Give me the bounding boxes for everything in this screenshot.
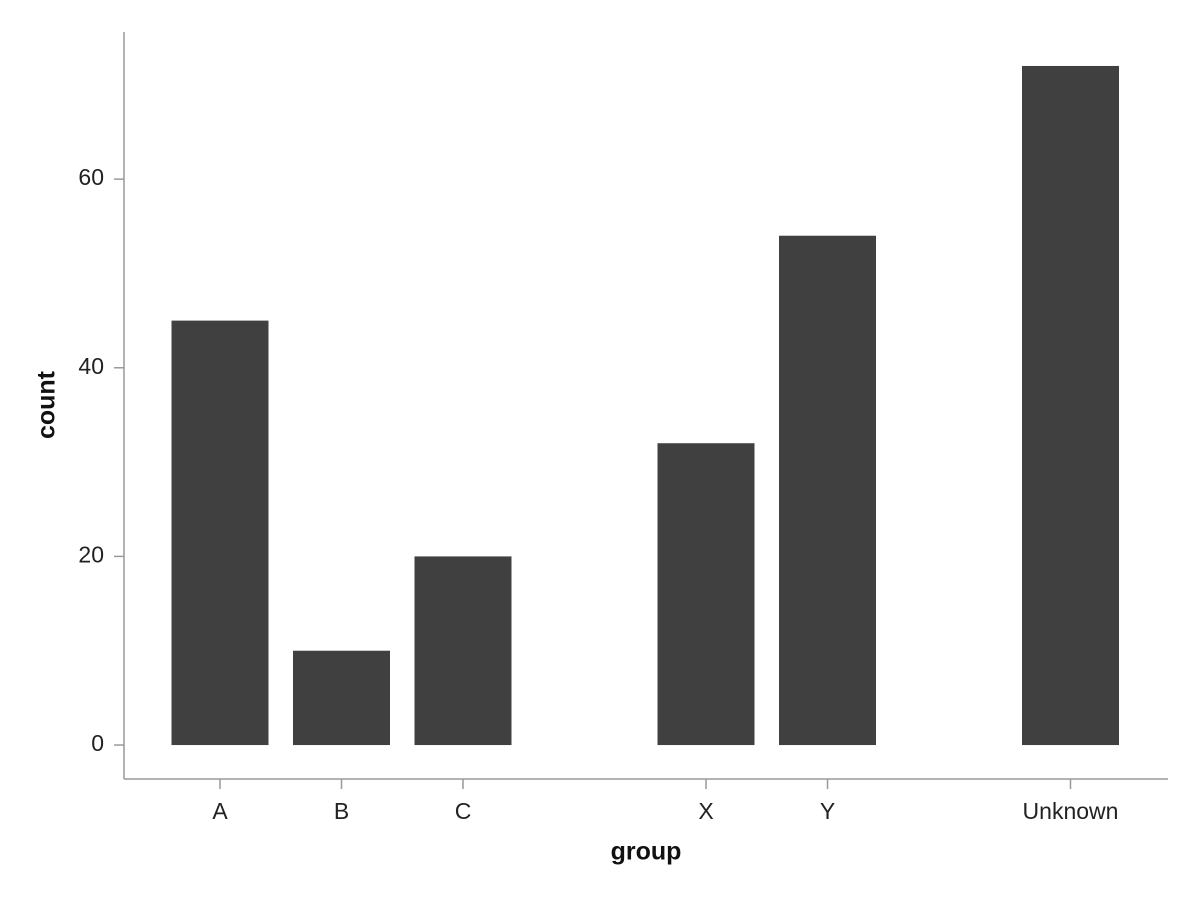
x-axis-title: group — [611, 838, 682, 866]
x-tick-label: C — [455, 798, 472, 824]
x-tick-label: Y — [820, 798, 835, 824]
y-tick-label: 20 — [78, 541, 104, 567]
x-tick-label: Unknown — [1023, 798, 1119, 824]
y-tick-label: 0 — [91, 730, 104, 756]
x-tick-label: B — [334, 798, 349, 824]
y-axis-title: count — [33, 370, 61, 439]
x-tick-label: X — [698, 798, 713, 824]
x-tick-label: A — [212, 798, 228, 824]
y-tick-label: 60 — [78, 164, 104, 190]
bar — [171, 320, 269, 746]
y-tick-label: 40 — [78, 353, 104, 379]
bar — [414, 556, 512, 746]
bar — [657, 443, 755, 746]
bar — [1022, 65, 1119, 746]
bar — [779, 235, 876, 746]
bar — [293, 650, 390, 746]
